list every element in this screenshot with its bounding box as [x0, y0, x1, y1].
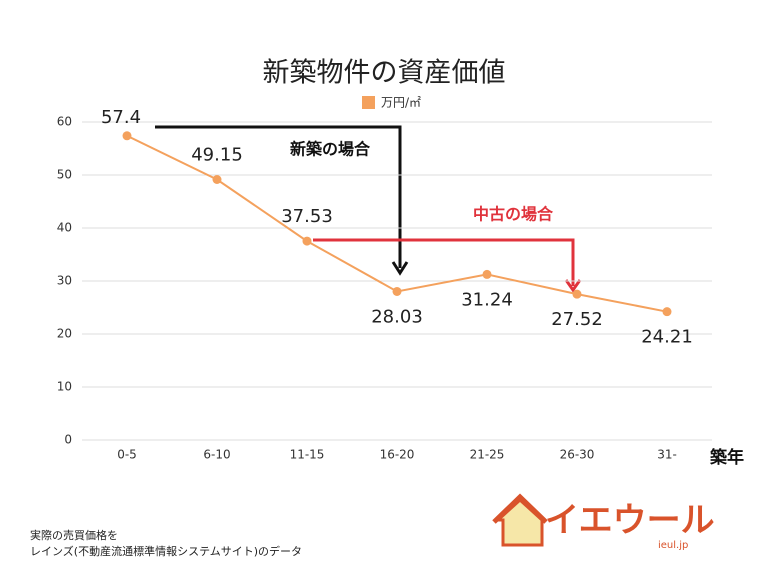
y-tick-label: 10 [57, 380, 72, 394]
legend-label: 万円/㎡ [381, 96, 421, 110]
data-label: 37.53 [281, 206, 333, 227]
y-tick-label: 40 [57, 221, 72, 235]
arrow-head [564, 279, 582, 293]
data-point [482, 269, 492, 279]
logo-house [494, 497, 544, 547]
data-point [662, 307, 672, 317]
annotation-text: 中古の場合 [473, 205, 554, 224]
y-tick-label: 20 [57, 327, 72, 341]
x-tick-label: 11-15 [290, 448, 325, 462]
footer-line: レインズ(不動産流通標準情報システムサイト)のデータ [30, 544, 302, 558]
legend-swatch [362, 96, 375, 109]
x-tick-label: 26-30 [560, 448, 595, 462]
logo-text: イエウール [545, 501, 715, 541]
data-point [302, 236, 312, 246]
data-label: 57.4 [101, 107, 141, 128]
x-tick-label: 31- [657, 448, 677, 462]
data-label: 28.03 [371, 306, 423, 327]
x-tick-label: 21-25 [470, 448, 505, 462]
arrow-head [391, 261, 409, 276]
x-tick-label: 0-5 [117, 448, 137, 462]
y-tick-label: 30 [57, 274, 72, 288]
x-axis-label: 築年 [709, 447, 744, 468]
logo-domain: ieul.jp [658, 540, 688, 551]
data-point [572, 289, 582, 299]
chart-title: 新築物件の資産価値 [263, 58, 506, 89]
data-label: 31.24 [461, 289, 513, 310]
annotation-new: 新築の場合 [155, 125, 409, 276]
y-tick-label: 50 [57, 168, 72, 182]
data-point [392, 286, 402, 296]
y-tick-label: 60 [57, 115, 72, 129]
data-label: 27.52 [551, 309, 603, 330]
arrow-line [313, 238, 575, 286]
x-tick-label: 16-20 [380, 448, 415, 462]
data-point [122, 131, 132, 141]
logo: イエウール ieul.jp [492, 493, 715, 551]
annotation-text: 新築の場合 [290, 140, 371, 159]
logo-roof [492, 493, 548, 524]
data-point [212, 175, 222, 185]
data-label: 24.21 [641, 327, 693, 348]
x-tick-label: 6-10 [203, 448, 230, 462]
y-tick-label: 0 [64, 433, 72, 447]
footer-line: 実際の売買価格を [30, 528, 118, 542]
arrow-line [155, 125, 402, 268]
data-label: 49.15 [191, 145, 243, 166]
annotation-used: 中古の場合 [313, 205, 582, 293]
